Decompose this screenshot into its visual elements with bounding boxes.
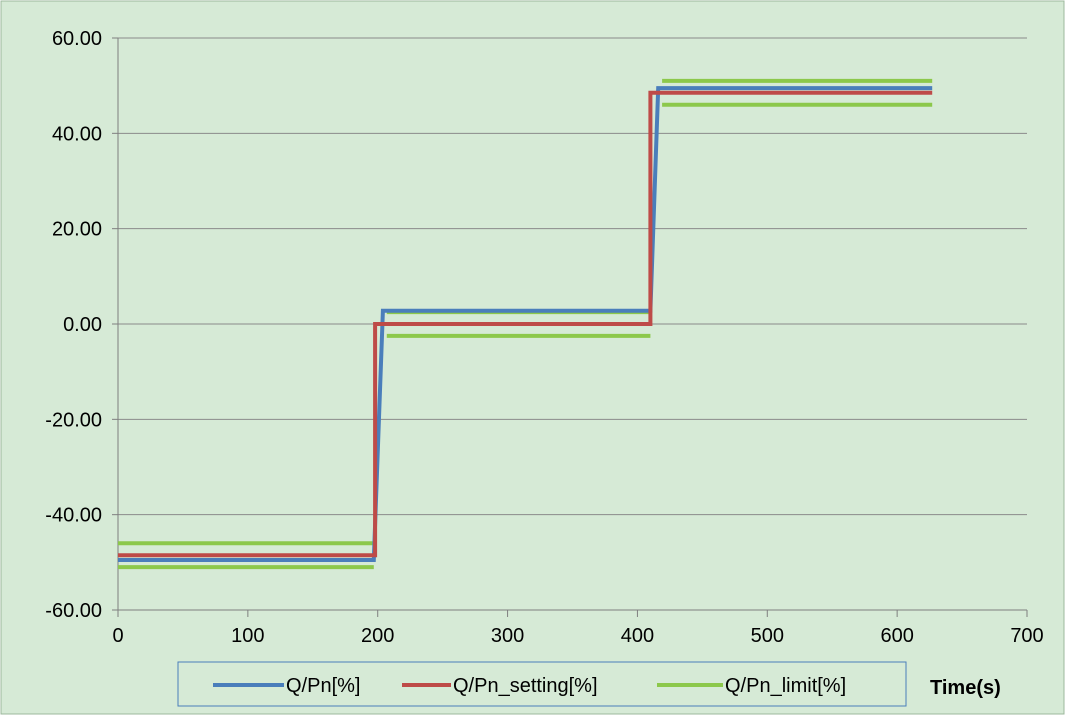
y-tick-label: 0.00 xyxy=(63,314,102,336)
y-tick-label: -60.00 xyxy=(45,600,102,622)
x-tick-label: 0 xyxy=(112,625,123,647)
legend-label: Q/Pn[%] xyxy=(286,675,360,697)
series-line-0 xyxy=(118,86,933,562)
y-tick-label: 60.00 xyxy=(52,28,102,50)
x-tick-label: 300 xyxy=(491,625,524,647)
legend-box xyxy=(177,661,907,707)
x-tick-label: 100 xyxy=(231,625,264,647)
y-tick-label: -20.00 xyxy=(45,409,102,431)
series-line-1 xyxy=(118,90,933,558)
axes: -60.00 -40.00 -20.00 0.00 20.00 40.00 60.00 0 10… xyxy=(45,28,1043,647)
x-axis-label: Time(s) xyxy=(930,677,1001,699)
legend-label: Q/Pn_setting[%] xyxy=(453,675,598,697)
x-tick-label: 500 xyxy=(751,625,784,647)
y-tick-label: 40.00 xyxy=(52,123,102,145)
x-tick-label: 400 xyxy=(621,625,654,647)
x-tick-label: 200 xyxy=(361,625,394,647)
y-tick-label: 20.00 xyxy=(52,219,102,241)
legend-label: Q/Pn_limit[%] xyxy=(725,675,846,697)
x-tick-label: 700 xyxy=(1010,625,1043,647)
legend: Q/Pn[%] Q/Pn_setting[%] Q/Pn_limit[%] xyxy=(177,661,907,707)
y-tick-label: -40.00 xyxy=(45,505,102,527)
series-lines xyxy=(118,78,933,570)
x-tick-label: 600 xyxy=(880,625,913,647)
